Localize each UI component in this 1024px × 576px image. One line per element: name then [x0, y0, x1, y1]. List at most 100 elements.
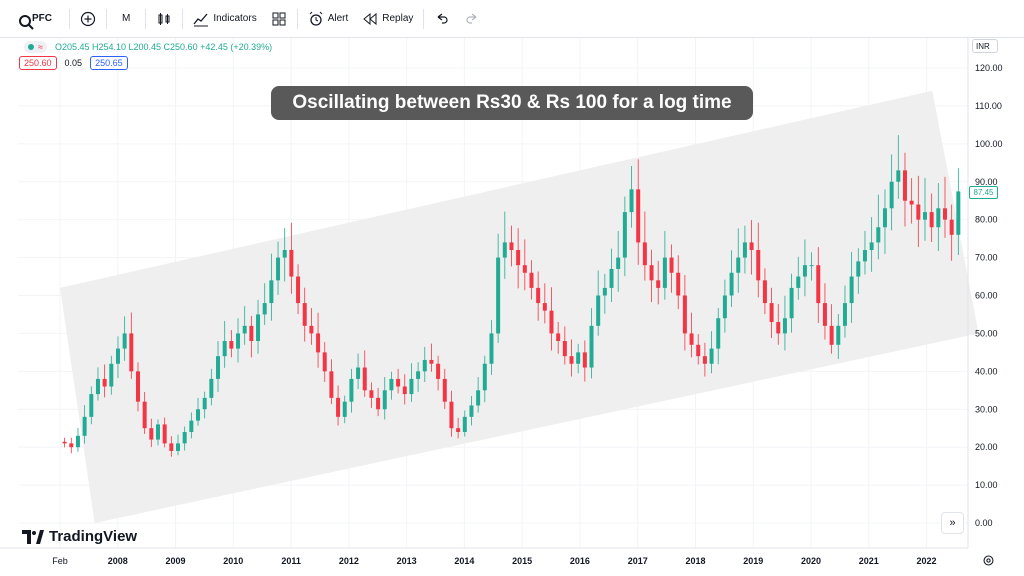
candle-body: [516, 250, 521, 266]
candle: [269, 253, 274, 321]
candle-body: [95, 378, 100, 395]
candle-body: [442, 378, 447, 402]
candle-body: [829, 325, 834, 345]
price-tick-label: 60.00: [975, 291, 998, 301]
layout-button[interactable]: [264, 0, 294, 38]
price-tick-label: 40.00: [975, 366, 998, 376]
compare-button[interactable]: [73, 0, 103, 38]
candle: [489, 320, 494, 375]
candle-body: [489, 333, 494, 364]
replay-button[interactable]: Replay: [355, 0, 420, 38]
candle: [842, 285, 847, 338]
price-axis[interactable]: 120.00 110.00 100.00 90.00 80.00 70.00 60.00 50…: [967, 38, 1003, 548]
candle: [762, 268, 767, 315]
candle: [536, 271, 541, 321]
candle-body: [329, 371, 334, 398]
candle: [369, 382, 374, 408]
candle: [376, 387, 381, 417]
sell-price-box[interactable]: 250.60: [19, 56, 57, 70]
candle-body: [896, 170, 901, 182]
time-tick-label: 2016: [570, 556, 590, 566]
candle-body: [876, 227, 881, 243]
candle: [382, 377, 387, 420]
candle-body: [542, 303, 547, 311]
interval-button[interactable]: M: [110, 0, 142, 38]
candle: [742, 225, 747, 274]
candle-body: [502, 242, 507, 258]
candle: [949, 204, 954, 261]
candle-body: [462, 416, 467, 432]
candle-body: [496, 257, 501, 334]
candle: [849, 251, 854, 323]
candle: [182, 426, 187, 451]
candle-body: [609, 268, 614, 288]
candle-body: [89, 394, 94, 417]
legend-status[interactable]: ≈: [24, 41, 47, 53]
candle-body: [269, 280, 274, 304]
candle-body: [75, 435, 80, 448]
candle-body: [115, 348, 120, 364]
candle: [236, 318, 241, 363]
candle-body: [742, 242, 747, 258]
candle: [696, 334, 701, 365]
candle: [469, 396, 474, 426]
alert-label: Alert: [327, 13, 349, 24]
candle: [209, 368, 214, 406]
double-chevron-right-icon: »: [949, 517, 956, 529]
candle: [522, 239, 527, 291]
currency-selector[interactable]: INR: [972, 39, 998, 53]
price-tick-label: 70.00: [975, 253, 998, 263]
candle: [736, 228, 741, 293]
candle-body: [696, 344, 701, 357]
redo-button[interactable]: [457, 0, 487, 38]
candle-body: [149, 428, 154, 440]
candle: [496, 233, 501, 343]
candle: [729, 250, 734, 307]
price-tick-label: 10.00: [975, 480, 998, 490]
scroll-to-realtime-button[interactable]: »: [941, 512, 964, 534]
candle: [862, 230, 867, 275]
buy-price-box[interactable]: 250.65: [90, 56, 128, 70]
candle: [889, 154, 894, 231]
candle-body: [842, 303, 847, 326]
candle: [609, 248, 614, 303]
candle: [75, 427, 80, 452]
candle-body: [309, 325, 314, 334]
candle-body: [922, 212, 927, 220]
candle-body: [189, 420, 194, 432]
undo-button[interactable]: [427, 0, 457, 38]
alert-button[interactable]: Alert: [301, 0, 356, 38]
undo-icon: [434, 11, 450, 27]
candle: [776, 303, 781, 345]
time-axis[interactable]: Feb 2008 2009 2010 2011 2012 2013 2014 2015 2016 2…: [0, 547, 968, 566]
candle-body: [342, 401, 347, 417]
symbol-search[interactable]: PFC: [0, 0, 66, 38]
time-tick-label: 2012: [339, 556, 359, 566]
candle: [302, 287, 307, 342]
candle: [336, 385, 341, 426]
candle-body: [302, 303, 307, 326]
candle: [422, 346, 427, 382]
candle-body: [209, 378, 214, 398]
price-tick-label: 100.00: [975, 139, 1003, 149]
candle: [882, 189, 887, 254]
candle: [896, 135, 901, 199]
chart-type-button[interactable]: [149, 0, 179, 38]
candle-body: [129, 333, 134, 372]
candle: [589, 308, 594, 379]
tradingview-logo[interactable]: TradingView: [22, 528, 137, 545]
alert-icon: [308, 11, 324, 27]
candle: [769, 287, 774, 339]
candle-body: [689, 333, 694, 345]
candle: [89, 386, 94, 425]
candle: [936, 183, 941, 251]
candle-body: [409, 378, 414, 395]
candle: [176, 434, 181, 456]
indicators-button[interactable]: Indicators: [186, 0, 263, 38]
candle: [482, 355, 487, 403]
settings-button[interactable]: [982, 554, 995, 567]
candle-body: [476, 390, 481, 406]
candle: [62, 437, 67, 448]
candle-body: [522, 265, 527, 273]
